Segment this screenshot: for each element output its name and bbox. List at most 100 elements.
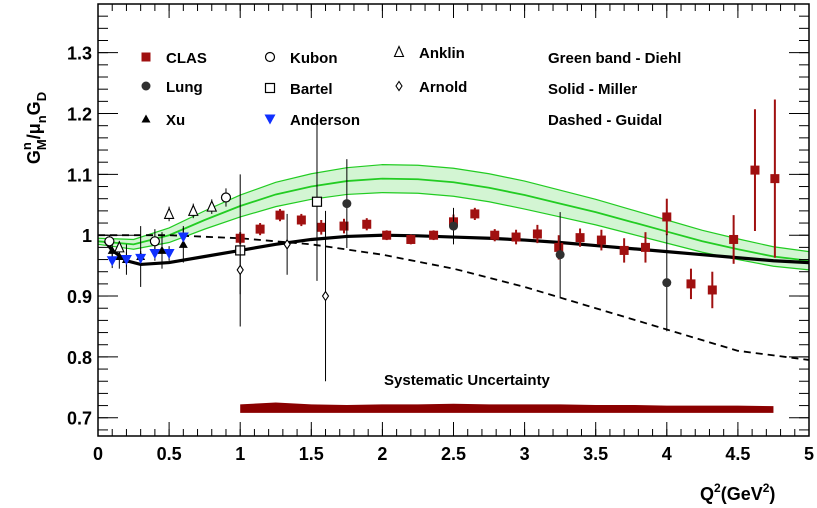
clas-point (490, 230, 500, 240)
x-tick-label: 3 (520, 444, 530, 464)
x-axis-label: Q2(GeV2) (700, 481, 775, 504)
anklin-point (206, 199, 218, 212)
kubon-point (149, 236, 160, 247)
clas-point (707, 285, 717, 295)
legend-label-arnold: Arnold (419, 79, 467, 96)
clas-point (339, 221, 349, 231)
clas-point (511, 232, 521, 242)
legend-model-label: Solid - Miller (548, 81, 637, 98)
kubon-point (104, 236, 115, 247)
legend: CLAS Lung Xu Kubon Bartel Anderson Anklin Arnol… (141, 45, 681, 129)
legend-marker-kubon (264, 51, 276, 63)
legend-marker-xu (141, 114, 151, 123)
legend-label-kubon: Kubon (290, 50, 337, 67)
y-tick-label: 0.7 (67, 409, 92, 429)
axis-ticks: 0 0.5 1 1.5 2 2.5 3 3.5 4 4.5 5 0.7 0.8 0.9 1 1.1 1.2 1.3 (67, 3, 814, 464)
guidal-curve (98, 234, 810, 361)
y-tick-label: 1.2 (67, 105, 92, 125)
clas-point (316, 222, 326, 232)
miller-curve (103, 233, 810, 267)
legend-label-lung: Lung (166, 79, 203, 96)
clas-point (596, 235, 606, 245)
clas-point (729, 234, 739, 244)
diehl-band-fill (98, 164, 809, 270)
y-tick-label: 0.9 (67, 287, 92, 307)
diehl-band-center (97, 177, 810, 262)
x-tick-label: 1.5 (299, 444, 324, 464)
x-tick-label: 2 (377, 444, 387, 464)
legend-marker-anklin (393, 45, 405, 58)
arnold-point (321, 290, 330, 302)
legend-marker-bartel (264, 82, 276, 94)
x-tick-label: 1 (235, 444, 245, 464)
clas-point (255, 224, 265, 234)
diehl-band (97, 164, 810, 271)
legend-label-xu: Xu (166, 112, 185, 129)
legend-label-clas: CLAS (166, 50, 207, 67)
y-tick-label: 1 (82, 226, 92, 246)
clas-point (686, 279, 696, 289)
anderson-point (135, 253, 147, 264)
x-tick-label: 4.5 (725, 444, 750, 464)
systematic-band-fill (240, 402, 774, 413)
y-tick-label: 1.1 (67, 165, 92, 185)
x-tick-label: 2.5 (441, 444, 466, 464)
y-tick-label: 1.3 (67, 44, 92, 64)
lung-point (555, 250, 565, 260)
legend-label-anklin: Anklin (419, 45, 465, 62)
legend-marker-anderson (264, 114, 276, 125)
clas-point (470, 209, 480, 219)
clas-point (750, 165, 760, 175)
clas-point (662, 212, 672, 222)
clas-point (382, 230, 392, 240)
anderson-point (177, 232, 189, 243)
xu-point (157, 245, 167, 254)
anklin-point (163, 207, 175, 219)
anklin-point (113, 240, 125, 253)
clas-point (362, 219, 372, 229)
anklin-point (187, 204, 199, 216)
x-tick-label: 0.5 (157, 444, 182, 464)
lung-point (662, 278, 672, 288)
diehl-band-upper (97, 164, 810, 253)
xu-point (114, 252, 124, 261)
x-tick-label: 0 (93, 444, 103, 464)
model-curves (98, 233, 810, 361)
clas-point (554, 242, 564, 252)
clas-point (532, 229, 542, 239)
data-points (104, 99, 780, 382)
x-tick-label: 3.5 (583, 444, 608, 464)
bartel-point (311, 196, 323, 207)
anderson-point (163, 248, 175, 259)
legend-label-anderson: Anderson (290, 112, 360, 129)
legend-label-bartel: Bartel (290, 81, 333, 98)
systematic-band (240, 402, 774, 413)
anderson-point (149, 248, 161, 259)
lung-point (342, 199, 352, 209)
arnold-point (236, 264, 244, 276)
lung-point (449, 221, 458, 231)
clas-point (575, 233, 585, 243)
legend-model-label: Dashed - Guidal (548, 112, 662, 129)
y-axis-label: GnM/μnGD (19, 92, 49, 164)
x-tick-label: 5 (804, 444, 814, 464)
diehl-band-lower (97, 192, 810, 271)
clas-point (429, 230, 439, 240)
anderson-point (106, 256, 118, 267)
x-tick-label: 4 (662, 444, 672, 464)
clas-point (275, 210, 285, 220)
arnold-point (283, 238, 291, 250)
clas-point (770, 174, 780, 184)
clas-point (406, 234, 416, 244)
y-tick-label: 0.8 (67, 348, 92, 368)
legend-marker-arnold (395, 80, 403, 92)
legend-marker-clas (141, 52, 151, 62)
systematic-uncertainty-label: Systematic Uncertainty (384, 372, 551, 389)
legend-model-label: Green band - Diehl (548, 50, 681, 67)
legend-marker-lung (141, 81, 151, 91)
clas-point (296, 215, 306, 225)
clas-point (640, 242, 650, 252)
anderson-point (120, 255, 132, 266)
clas-point (619, 245, 629, 255)
